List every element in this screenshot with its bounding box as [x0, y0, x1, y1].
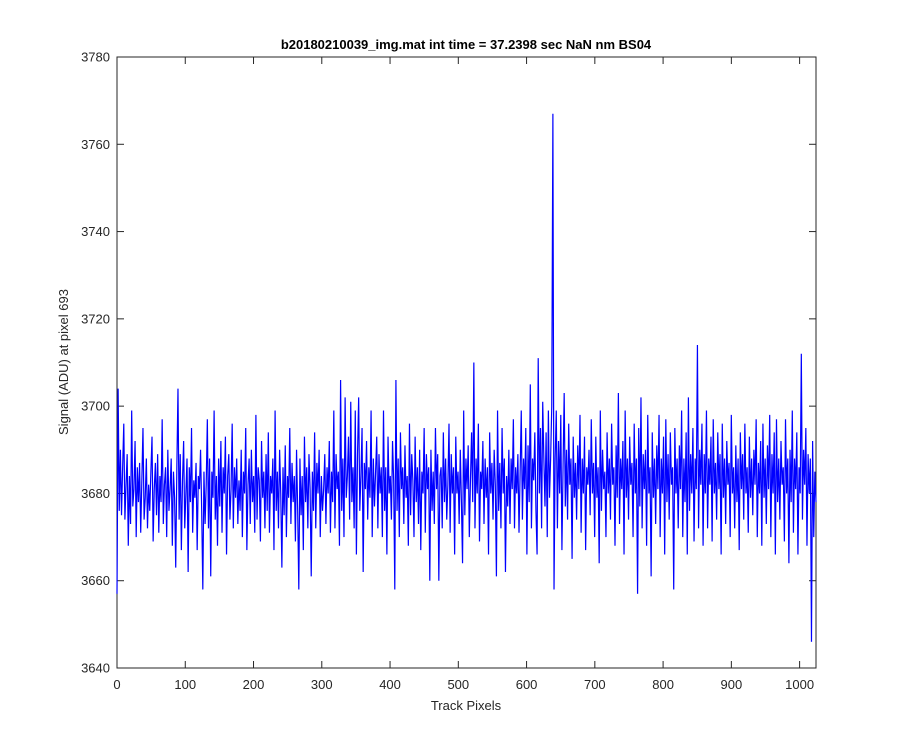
- y-tick-label: 3640: [81, 661, 110, 676]
- x-tick-label: 700: [584, 677, 606, 692]
- y-tick-label: 3740: [81, 224, 110, 239]
- x-tick-label: 600: [516, 677, 538, 692]
- x-tick-label: 400: [379, 677, 401, 692]
- signal-line: [116, 113, 817, 642]
- x-tick-label: 500: [447, 677, 469, 692]
- y-tick-label: 3680: [81, 486, 110, 501]
- x-tick-label: 300: [311, 677, 333, 692]
- y-axis-ticks: 3640 3660 3680 3700 3720 3740 3760 3780: [81, 50, 816, 676]
- y-tick-label: 3780: [81, 50, 110, 65]
- x-tick-label: 900: [721, 677, 743, 692]
- x-tick-label: 1000: [785, 677, 814, 692]
- x-axis-ticks: 0 100 200 300 400 500 600 700 800 900 1000: [113, 57, 814, 692]
- y-axis-label: Signal (ADU) at pixel 693: [56, 289, 71, 435]
- y-tick-label: 3660: [81, 573, 110, 588]
- x-tick-label: 100: [174, 677, 196, 692]
- chart-title: b20180210039_img.mat int time = 37.2398 …: [281, 37, 652, 52]
- y-tick-label: 3720: [81, 311, 110, 326]
- y-tick-label: 3700: [81, 399, 110, 414]
- x-tick-label: 800: [652, 677, 674, 692]
- x-tick-label: 0: [113, 677, 120, 692]
- x-tick-label: 200: [243, 677, 265, 692]
- y-tick-label: 3760: [81, 137, 110, 152]
- plot-area: [116, 56, 817, 669]
- x-axis-label: Track Pixels: [431, 698, 502, 713]
